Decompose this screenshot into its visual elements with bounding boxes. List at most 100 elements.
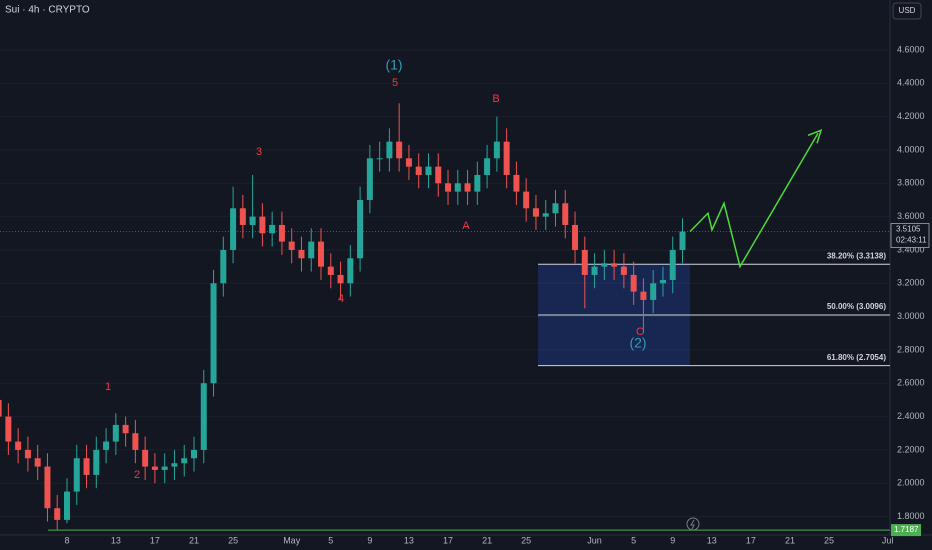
- candle-body: [269, 224, 276, 234]
- fib-label: 61.80% (2.7054): [827, 353, 886, 362]
- y-tick-label: 3.0000: [897, 311, 925, 321]
- wave-label: B: [492, 93, 499, 105]
- x-tick-label: 9: [670, 535, 675, 545]
- y-tick-label: 3.2000: [897, 278, 925, 288]
- x-tick-label: 13: [707, 535, 717, 545]
- candle-body: [327, 266, 334, 275]
- y-tick-label: 4.4000: [897, 78, 925, 88]
- candle-body: [0, 399, 2, 417]
- x-tick-label: 5: [631, 535, 636, 545]
- x-tick-label: 25: [521, 535, 531, 545]
- wave-label: 2: [134, 469, 140, 481]
- candle-body: [318, 241, 325, 267]
- candle-body: [239, 208, 246, 225]
- x-tick-label: 25: [228, 535, 238, 545]
- x-tick-label: 17: [150, 535, 160, 545]
- last-price-box: [890, 223, 930, 248]
- candle-body: [659, 279, 666, 284]
- candle-body: [122, 424, 129, 434]
- wave-label: 5: [392, 77, 398, 89]
- candle-body: [171, 463, 178, 467]
- candle-body: [288, 241, 295, 250]
- y-tick-label: 4.6000: [897, 44, 925, 54]
- x-tick-label: 13: [111, 535, 121, 545]
- candle-body: [220, 249, 227, 284]
- support-label-box: [891, 524, 921, 537]
- projection-path: [689, 132, 819, 269]
- candle-body: [83, 458, 90, 475]
- candle-body: [650, 283, 657, 300]
- candle-body: [63, 491, 70, 520]
- wave-label: (1): [385, 57, 402, 73]
- candle-body: [630, 274, 637, 292]
- candle-body: [532, 208, 539, 217]
- candle-body: [552, 203, 559, 214]
- y-tick-label: 2.8000: [897, 344, 925, 354]
- currency-box: [892, 2, 922, 20]
- candle-body: [200, 383, 207, 450]
- candle-body: [601, 263, 608, 267]
- candle-body: [249, 216, 256, 225]
- wave-label: 1: [105, 381, 111, 393]
- y-tick-label: 2.2000: [897, 444, 925, 454]
- y-tick-label: 4.0000: [897, 144, 925, 154]
- candle-body: [513, 174, 520, 192]
- x-tick-label: 9: [367, 535, 372, 545]
- candle-body: [151, 466, 158, 470]
- x-tick-label: 13: [404, 535, 414, 545]
- x-tick-label: 21: [189, 535, 199, 545]
- candle-body: [425, 166, 432, 175]
- candle-body: [191, 449, 197, 459]
- candle-body: [34, 458, 41, 467]
- candle-body: [181, 458, 188, 464]
- candle-body: [464, 183, 471, 192]
- candle-body: [278, 224, 285, 242]
- y-tick-label: 3.4000: [897, 244, 925, 254]
- y-tick-label: 2.4000: [897, 411, 925, 421]
- candle-body: [308, 241, 315, 259]
- candle-body: [230, 208, 237, 250]
- candle-body: [132, 433, 139, 450]
- fib-label: 50.00% (3.0096): [827, 302, 886, 311]
- candle-body: [611, 263, 618, 267]
- y-tick-label: 3.8000: [897, 178, 925, 188]
- candle-body: [542, 213, 549, 217]
- candle-body: [523, 191, 530, 209]
- candle-body: [503, 141, 510, 175]
- wave-label: C: [636, 326, 644, 338]
- candle-body: [44, 466, 51, 509]
- countdown-label: 02:43:11: [896, 236, 927, 245]
- y-tick-label: 2.0000: [897, 478, 925, 488]
- candle-body: [493, 141, 500, 159]
- x-tick-label: 21: [785, 535, 795, 545]
- lightning-glyph: [690, 519, 695, 530]
- x-tick-label: 5: [328, 535, 333, 545]
- candle-body: [679, 231, 686, 250]
- candle-body: [640, 291, 647, 300]
- candle-body: [415, 166, 422, 175]
- support-label: 1.7187: [894, 525, 919, 534]
- x-tick-label: Jul: [882, 535, 894, 545]
- candle-body: [337, 274, 344, 284]
- candle-body: [572, 224, 579, 250]
- x-tick-label: 21: [482, 535, 492, 545]
- candle-body: [581, 249, 588, 275]
- x-tick-label: 17: [746, 535, 756, 545]
- y-tick-label: 2.6000: [897, 378, 925, 388]
- currency-label[interactable]: USD: [899, 6, 916, 15]
- candle-body: [357, 199, 364, 259]
- candle-body: [347, 258, 354, 284]
- candle-body: [298, 249, 305, 259]
- fib-label: 38.20% (3.3138): [827, 251, 886, 260]
- x-tick-label: Jun: [587, 535, 602, 545]
- last-price-label: 3.5105: [896, 225, 921, 234]
- candle-body: [161, 466, 168, 470]
- candle-body: [210, 283, 217, 384]
- candle-body: [474, 174, 481, 192]
- candle-body: [435, 166, 442, 184]
- candle-body: [591, 266, 598, 275]
- candle-body: [405, 158, 412, 167]
- candle-body: [112, 424, 119, 442]
- projection-arrowhead: [807, 129, 823, 144]
- candle-body: [445, 183, 452, 192]
